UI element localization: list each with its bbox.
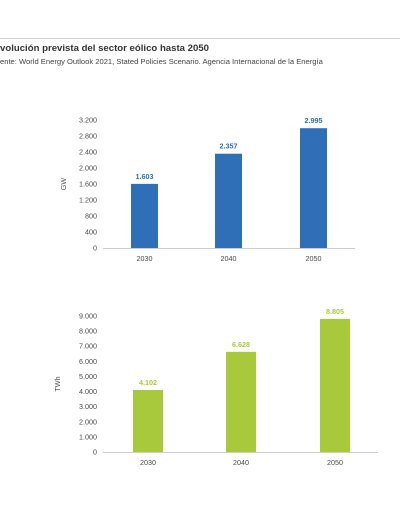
top-rule: [0, 38, 400, 39]
y-tick-label: 0: [93, 448, 97, 457]
y-tick-label: 800: [85, 212, 97, 221]
y-axis-title: TWh: [53, 376, 62, 391]
data-label: 2.995: [305, 116, 323, 125]
x-tick-label: 2050: [306, 254, 322, 263]
y-tick-label: 2.000: [79, 417, 97, 426]
bar-2030: [131, 183, 158, 248]
x-tick-label: 2040: [221, 254, 237, 263]
x-tick-label: 2030: [137, 254, 153, 263]
y-tick-label: 1.000: [79, 432, 97, 441]
data-label: 8.805: [326, 307, 344, 316]
y-tick-label: 6.000: [79, 357, 97, 366]
figure-title: volución prevista del sector eólico hast…: [0, 43, 210, 54]
data-label: 2.357: [220, 142, 238, 151]
data-label: 1.603: [136, 172, 154, 181]
bar-2030: [133, 390, 163, 452]
bar-2050: [300, 128, 327, 248]
x-tick-label: 2050: [327, 458, 343, 467]
y-tick-label: 2.800: [79, 132, 97, 141]
y-tick-label: 2.400: [79, 148, 97, 157]
data-label: 6.628: [232, 340, 250, 349]
x-tick-label: 2030: [140, 458, 156, 467]
chart-gw: 0 400 800 1.200 1.600 2.000 2.400 2.800 3.200 GW 1…: [59, 116, 355, 263]
y-tick-label: 8.000: [79, 327, 97, 336]
chart-twh: 0 1.000 2.000 3.000 4.000 5.000 6.000 7.000 8.00…: [53, 307, 378, 467]
y-tick-label: 1.200: [79, 196, 97, 205]
x-tick-label: 2040: [233, 458, 249, 467]
bar-2040: [226, 351, 256, 452]
bar-2050: [320, 318, 350, 452]
figure-source: ente: World Energy Outlook 2021, Stated …: [0, 57, 323, 66]
y-tick-label: 1.600: [79, 180, 97, 189]
y-tick-label: 400: [85, 228, 97, 237]
y-tick-label: 2.000: [79, 164, 97, 173]
y-tick-label: 3.200: [79, 116, 97, 125]
data-label: 4.102: [139, 378, 157, 387]
y-tick-label: 4.000: [79, 387, 97, 396]
y-tick-label: 5.000: [79, 372, 97, 381]
bar-2040: [215, 153, 242, 248]
y-axis-title: GW: [59, 178, 68, 191]
y-tick-label: 9.000: [79, 312, 97, 321]
y-tick-label: 3.000: [79, 402, 97, 411]
y-tick-label: 0: [93, 244, 97, 253]
y-tick-label: 7.000: [79, 342, 97, 351]
